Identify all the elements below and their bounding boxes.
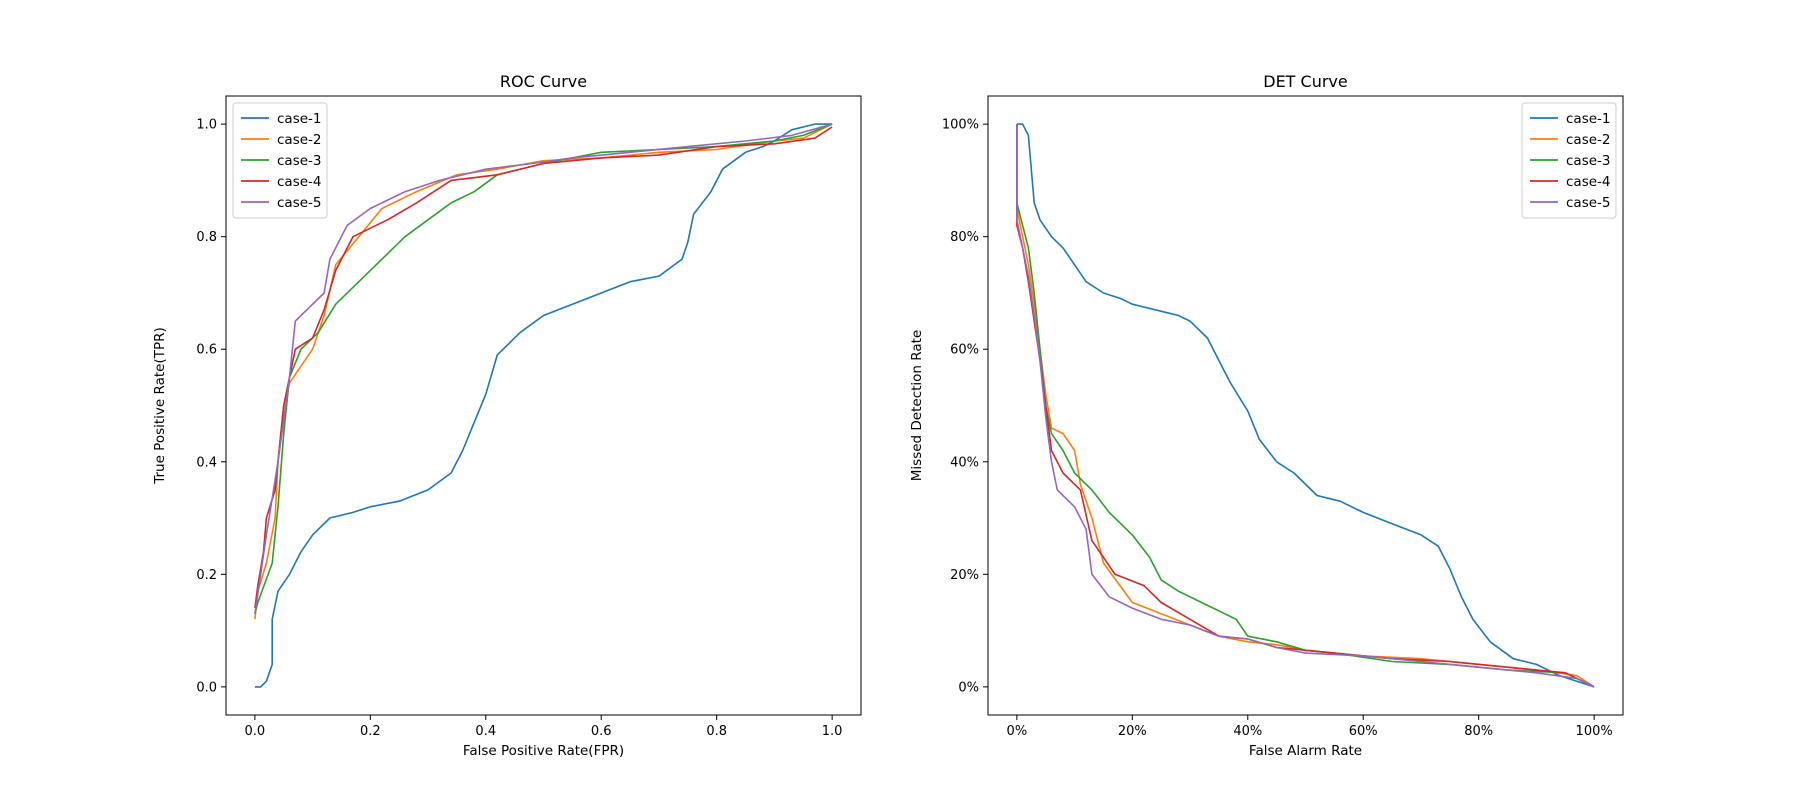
chart-panel-1: ROC Curve 0.0 0.2 0.4 0.6 0.8 1.0 0.0 0.2 0.4 0.6 0…	[152, 72, 862, 759]
series-group	[1016, 123, 1595, 688]
y-tick-label: 100%	[942, 118, 979, 133]
x-tick-label: 1.0	[822, 724, 843, 739]
x-tick-label: 0.0	[245, 724, 266, 739]
x-tick-label: 60%	[1349, 724, 1378, 739]
legend-label: case-1	[277, 111, 322, 127]
x-tick-label: 40%	[1233, 724, 1262, 739]
legend-label: case-3	[1566, 153, 1611, 169]
series-line-case-4	[1016, 124, 1595, 688]
series-line-case-5	[1016, 124, 1595, 688]
y-tick-label: 40%	[950, 455, 979, 470]
legend-label: case-4	[1566, 174, 1611, 190]
legend-label: case-2	[1566, 132, 1611, 148]
x-tick-label: 0.8	[706, 724, 727, 739]
legend-box	[1521, 102, 1617, 219]
legend-label: case-2	[277, 132, 322, 148]
legend-label: case-4	[277, 174, 322, 190]
y-tick-label: 0.2	[196, 568, 217, 583]
y-axis-label: True Positive Rate(TPR)	[152, 327, 168, 485]
legend: case-1 case-2 case-3 case-4 case-5	[232, 102, 328, 219]
y-tick-label: 20%	[950, 568, 979, 583]
y-tick-label: 0.0	[196, 680, 217, 695]
series-line-case-1	[1016, 123, 1595, 688]
plot-frame	[987, 95, 1624, 716]
x-tick-label: 0.2	[360, 724, 381, 739]
series-group	[254, 123, 833, 688]
y-tick-label: 60%	[950, 343, 979, 358]
y-tick-label: 0.6	[196, 343, 217, 358]
plot-frame	[225, 95, 862, 716]
x-tick-label: 0.6	[591, 724, 612, 739]
x-tick-label: 20%	[1118, 724, 1147, 739]
y-tick-label: 0.8	[196, 230, 217, 245]
y-axis-label: Missed Detection Rate	[909, 330, 925, 481]
series-line-case-2	[1016, 124, 1595, 688]
series-line-case-2	[254, 123, 833, 620]
x-tick-label: 0.4	[475, 724, 496, 739]
legend-label: case-5	[1566, 195, 1611, 211]
x-tick-label: 100%	[1576, 724, 1613, 739]
series-line-case-5	[254, 123, 833, 614]
series-line-case-3	[254, 123, 833, 614]
chart-panel-2: DET Curve 0% 20% 40% 60% 80% 100% 0% 20% 40% 60% 80…	[909, 72, 1624, 759]
chart-title: DET Curve	[1263, 72, 1348, 91]
legend-label: case-1	[1566, 111, 1611, 127]
x-axis-label: False Positive Rate(FPR)	[463, 743, 624, 759]
x-tick-label: 0%	[1007, 724, 1028, 739]
legend-label: case-5	[277, 195, 322, 211]
y-tick-label: 0%	[958, 680, 979, 695]
x-tick-label: 80%	[1464, 724, 1493, 739]
y-tick-label: 1.0	[196, 118, 217, 133]
series-line-case-1	[254, 123, 833, 688]
series-line-case-4	[254, 126, 833, 609]
y-tick-label: 80%	[950, 230, 979, 245]
legend: case-1 case-2 case-3 case-4 case-5	[1521, 102, 1617, 219]
legend-label: case-3	[277, 153, 322, 169]
legend-box	[232, 102, 328, 219]
series-line-case-3	[1016, 124, 1595, 688]
chart-title: ROC Curve	[500, 72, 587, 91]
x-axis-label: False Alarm Rate	[1249, 743, 1362, 759]
y-tick-label: 0.4	[196, 455, 217, 470]
